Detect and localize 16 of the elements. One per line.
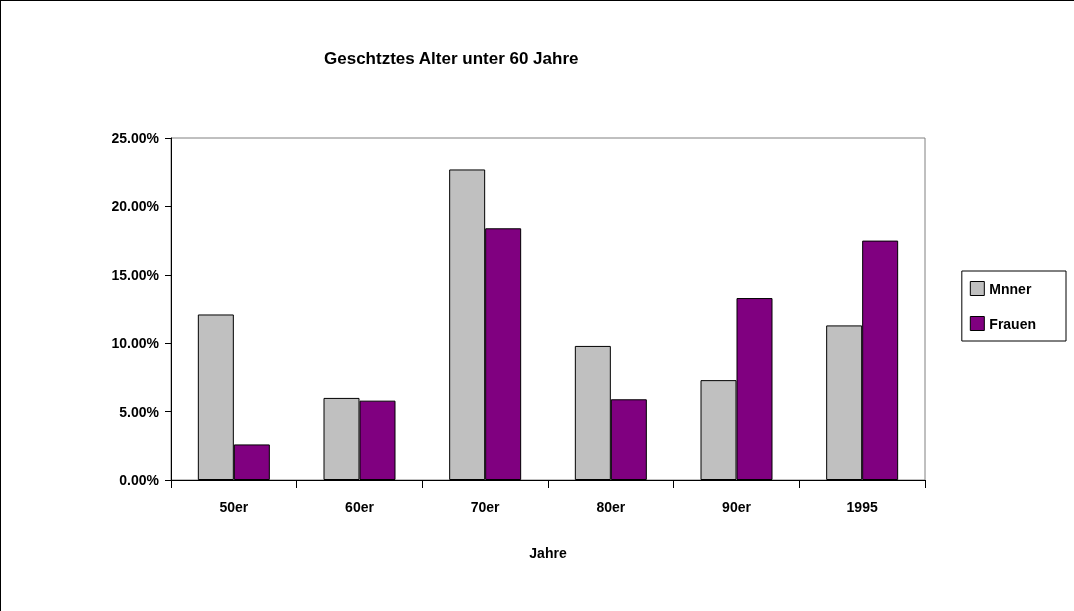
x-tick-label: 60er [345,499,375,515]
chart-title: Geschtztes Alter unter 60 Jahre [324,49,579,68]
y-tick-label: 10.00% [111,335,160,352]
x-axis-title: Jahre [529,545,567,561]
legend-label: Frauen [989,315,1037,332]
x-tick-label: 80er [596,499,626,515]
y-tick-label: 0.00% [119,472,160,488]
x-tick-label: 1995 [846,499,878,515]
x-tick-label: 70er [470,499,501,515]
y-tick-label: 20.00% [111,198,160,215]
y-tick-label: 25.00% [111,130,160,146]
y-tick-label: 15.00% [111,266,160,283]
x-tick-label: 90er [722,499,752,515]
x-tick-label: 50er [219,499,249,515]
legend-label: Mnner [989,280,1032,297]
y-tick-label: 5.00% [119,403,160,420]
